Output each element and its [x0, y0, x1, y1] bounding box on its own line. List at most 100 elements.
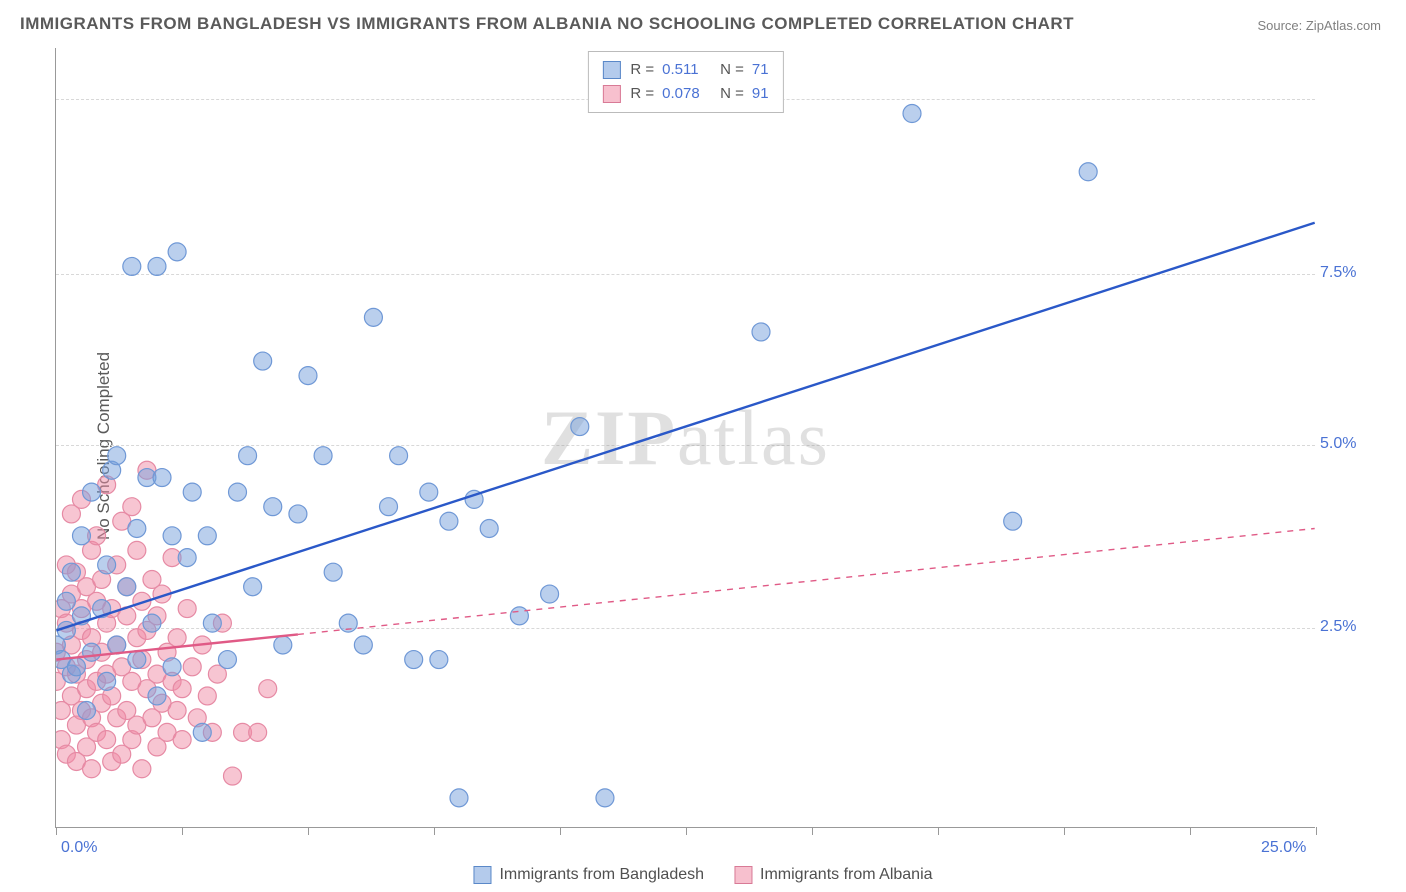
- data-point-bangladesh: [203, 614, 221, 632]
- data-point-albania: [133, 760, 151, 778]
- data-point-bangladesh: [83, 643, 101, 661]
- legend-swatch: [602, 61, 620, 79]
- data-point-bangladesh: [752, 323, 770, 341]
- data-point-albania: [123, 498, 141, 516]
- data-point-bangladesh: [239, 447, 257, 465]
- data-point-bangladesh: [57, 592, 75, 610]
- data-point-bangladesh: [98, 556, 116, 574]
- data-point-bangladesh: [178, 549, 196, 567]
- x-tick: [1064, 827, 1065, 835]
- legend-series-label: Immigrants from Albania: [760, 866, 933, 884]
- x-tick: [182, 827, 183, 835]
- data-point-albania: [98, 731, 116, 749]
- data-point-bangladesh: [480, 520, 498, 538]
- data-point-bangladesh: [380, 498, 398, 516]
- data-point-bangladesh: [571, 418, 589, 436]
- data-point-albania: [178, 600, 196, 618]
- data-point-albania: [173, 731, 191, 749]
- legend-n-label: N =: [720, 82, 744, 106]
- data-point-bangladesh: [596, 789, 614, 807]
- data-point-bangladesh: [108, 636, 126, 654]
- trend-line-albania-dashed: [298, 529, 1315, 635]
- legend-n-value: 71: [752, 58, 769, 82]
- data-point-bangladesh: [67, 658, 85, 676]
- data-point-albania: [168, 629, 186, 647]
- data-point-bangladesh: [430, 651, 448, 669]
- data-point-albania: [128, 541, 146, 559]
- data-point-bangladesh: [264, 498, 282, 516]
- data-point-bangladesh: [244, 578, 262, 596]
- legend-swatch: [602, 85, 620, 103]
- data-point-bangladesh: [193, 723, 211, 741]
- data-point-bangladesh: [390, 447, 408, 465]
- data-point-bangladesh: [903, 105, 921, 123]
- data-point-albania: [198, 687, 216, 705]
- data-point-bangladesh: [299, 367, 317, 385]
- data-point-bangladesh: [510, 607, 528, 625]
- data-point-bangladesh: [148, 257, 166, 275]
- data-point-albania: [223, 767, 241, 785]
- data-point-bangladesh: [163, 527, 181, 545]
- data-point-bangladesh: [183, 483, 201, 501]
- legend-n-value: 91: [752, 82, 769, 106]
- legend-r-value: 0.511: [662, 58, 710, 82]
- data-point-bangladesh: [1079, 163, 1097, 181]
- data-point-bangladesh: [78, 702, 96, 720]
- data-point-bangladesh: [123, 257, 141, 275]
- x-tick: [434, 827, 435, 835]
- data-point-bangladesh: [289, 505, 307, 523]
- data-point-bangladesh: [128, 651, 146, 669]
- data-point-bangladesh: [354, 636, 372, 654]
- x-tick: [308, 827, 309, 835]
- legend-series-label: Immigrants from Bangladesh: [499, 866, 704, 884]
- data-point-bangladesh: [168, 243, 186, 261]
- data-point-albania: [259, 680, 277, 698]
- data-point-bangladesh: [420, 483, 438, 501]
- y-tick-label: 2.5%: [1320, 618, 1375, 636]
- data-point-bangladesh: [128, 520, 146, 538]
- data-point-bangladesh: [198, 527, 216, 545]
- data-point-bangladesh: [143, 614, 161, 632]
- data-point-albania: [83, 760, 101, 778]
- legend-correlation-row: R =0.511N =71: [602, 58, 768, 82]
- y-tick-label: 5.0%: [1320, 435, 1375, 453]
- legend-correlation: R = 0.511 N = 71R = 0.078 N = 91: [587, 51, 783, 113]
- data-point-bangladesh: [72, 527, 90, 545]
- legend-correlation-row: R = 0.078 N = 91: [602, 82, 768, 106]
- data-point-bangladesh: [83, 483, 101, 501]
- legend-swatch: [734, 866, 752, 884]
- x-tick: [938, 827, 939, 835]
- trend-line-bangladesh: [56, 223, 1314, 631]
- data-point-bangladesh: [229, 483, 247, 501]
- x-tick: [1316, 827, 1317, 835]
- data-point-bangladesh: [274, 636, 292, 654]
- legend-r-label: R =: [630, 82, 654, 106]
- data-point-bangladesh: [62, 563, 80, 581]
- x-tick: [812, 827, 813, 835]
- chart-title: IMMIGRANTS FROM BANGLADESH VS IMMIGRANTS…: [20, 14, 1074, 34]
- data-point-bangladesh: [118, 578, 136, 596]
- data-point-albania: [173, 680, 191, 698]
- legend-r-value: 0.078: [662, 82, 710, 106]
- x-tick-label: 0.0%: [61, 839, 97, 857]
- y-tick-label: 7.5%: [1320, 264, 1375, 282]
- data-point-albania: [249, 723, 267, 741]
- data-point-bangladesh: [541, 585, 559, 603]
- source-label: Source: ZipAtlas.com: [1257, 18, 1381, 33]
- chart-svg: [56, 48, 1315, 827]
- legend-n-label: N =: [720, 58, 744, 82]
- x-tick: [560, 827, 561, 835]
- legend-series: Immigrants from Bangladesh Immigrants fro…: [473, 866, 932, 884]
- x-tick: [686, 827, 687, 835]
- data-point-bangladesh: [405, 651, 423, 669]
- data-point-bangladesh: [364, 308, 382, 326]
- data-point-bangladesh: [440, 512, 458, 530]
- data-point-bangladesh: [163, 658, 181, 676]
- data-point-bangladesh: [1004, 512, 1022, 530]
- legend-swatch: [473, 866, 491, 884]
- legend-series-item: Immigrants from Bangladesh: [473, 866, 704, 884]
- plot-area: ZIPatlas R =0.511N =71R =0.078N =91 2.5%…: [55, 48, 1315, 828]
- data-point-bangladesh: [153, 469, 171, 487]
- data-point-bangladesh: [254, 352, 272, 370]
- x-tick-label: 25.0%: [1261, 839, 1306, 857]
